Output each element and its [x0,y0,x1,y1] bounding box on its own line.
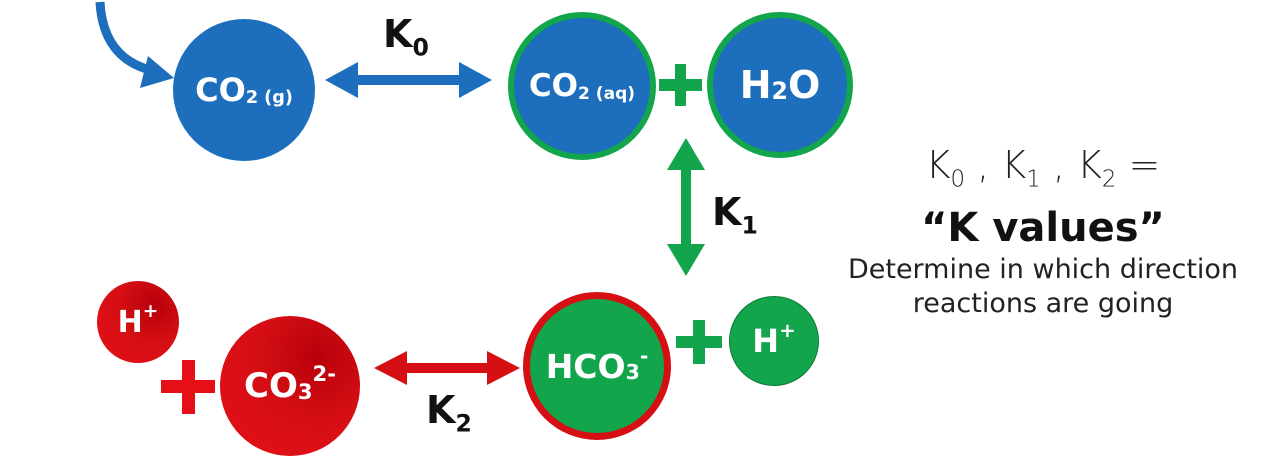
k2-double-arrow [374,351,520,385]
legend-eq: = [1116,143,1161,187]
legend-sep2: , [1040,143,1077,187]
legend-k1-sub: 1 [1026,166,1041,193]
h-plus-left-main: H [117,304,143,340]
k2-sub: 2 [455,409,472,438]
legend-k0-sub: 0 [950,166,966,193]
co2-gas-circle: CO 2 (g) [173,19,315,161]
k2-main: K [426,388,456,432]
k-values-legend: K0 , K1 , K2 = “K values” Determine in w… [830,142,1256,321]
h-plus-right-circle: H + [729,296,819,386]
plus-sign-bottom-left [161,360,215,414]
co2-aq-circle: CO 2 (aq) [508,12,656,160]
k1-main: K [712,190,742,234]
co3-main: CO [244,366,298,406]
k1-label: K1 [712,190,758,240]
k0-double-arrow [325,62,492,98]
legend-k0: K [925,143,951,187]
plus-sign-top [659,64,702,106]
legend-sep1: , [965,143,1002,187]
co2-aq-main: CO [528,68,579,104]
k-symbols-line: K0 , K1 , K2 = [830,142,1256,203]
hco3-circle: HCO 3- [523,292,671,440]
plus-sign-bottom-right [676,320,722,364]
legend-line-2: reactions are going [912,287,1174,319]
legend-line-1: Determine in which direction [847,253,1239,285]
h-plus-right-main: H [752,322,780,360]
legend-k2-sub: 2 [1101,166,1117,193]
k1-double-arrow [667,138,705,276]
k1-sub: 1 [741,211,758,240]
h-plus-left-circle: H + [97,281,179,363]
legend-k1: K [1001,143,1027,187]
co3-circle: CO 3 2- [220,316,360,456]
h2o-pre: H [739,63,772,107]
k-values-title: “K values” [921,204,1165,251]
h2o-post: O [787,63,821,107]
co2-gas-main: CO [195,71,246,109]
k2-label: K2 [426,388,472,438]
k0-label: K0 [383,12,429,62]
legend-k2: K [1077,143,1102,187]
incoming-co2-arrow [95,1,174,88]
k0-main: K [383,12,413,56]
k0-sub: 0 [412,33,429,62]
hco3-main: HCO [545,346,626,386]
